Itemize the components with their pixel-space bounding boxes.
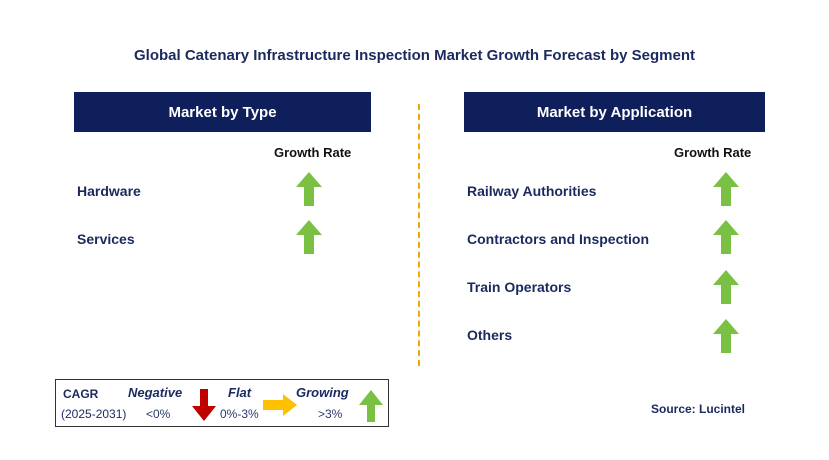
application-row-train-operators: Train Operators: [467, 279, 572, 295]
type-panel-header: Market by Type: [74, 92, 371, 132]
panel-divider: [418, 104, 420, 366]
chart-title: Global Catenary Infrastructure Inspectio…: [134, 47, 695, 64]
type-growth-rate-label: Growth Rate: [274, 145, 352, 160]
legend-negative-label: Negative: [128, 385, 183, 400]
legend-negative-range: <0%: [146, 407, 171, 421]
legend-period: (2025-2031): [61, 407, 127, 421]
application-row-contractors: Contractors and Inspection: [467, 231, 650, 247]
source-note: Source: Lucintel: [651, 402, 746, 416]
cagr-legend: CAGR (2025-2031) Negative <0% Flat 0%-3%…: [55, 379, 389, 427]
legend-flat-range: 0%-3%: [220, 407, 259, 421]
down-arrow-icon: [192, 389, 216, 421]
up-arrow-icon: [359, 390, 383, 422]
application-row-railway-authorities: Railway Authorities: [467, 183, 597, 199]
application-growth-rate-label: Growth Rate: [674, 145, 752, 160]
legend-growing-range: >3%: [318, 407, 343, 421]
legend-growing-label: Growing: [296, 385, 349, 400]
up-arrow-icon: [296, 220, 322, 254]
right-arrow-icon: [263, 394, 297, 416]
application-panel-header: Market by Application: [464, 92, 765, 132]
application-row-others: Others: [467, 327, 513, 343]
legend-cagr-label: CAGR: [63, 387, 99, 401]
up-arrow-icon: [713, 220, 739, 254]
type-row-hardware: Hardware: [77, 183, 141, 199]
up-arrow-icon: [713, 172, 739, 206]
up-arrow-icon: [713, 319, 739, 353]
up-arrow-icon: [296, 172, 322, 206]
legend-flat-label: Flat: [228, 385, 252, 400]
up-arrow-icon: [713, 270, 739, 304]
type-row-services: Services: [77, 231, 135, 247]
